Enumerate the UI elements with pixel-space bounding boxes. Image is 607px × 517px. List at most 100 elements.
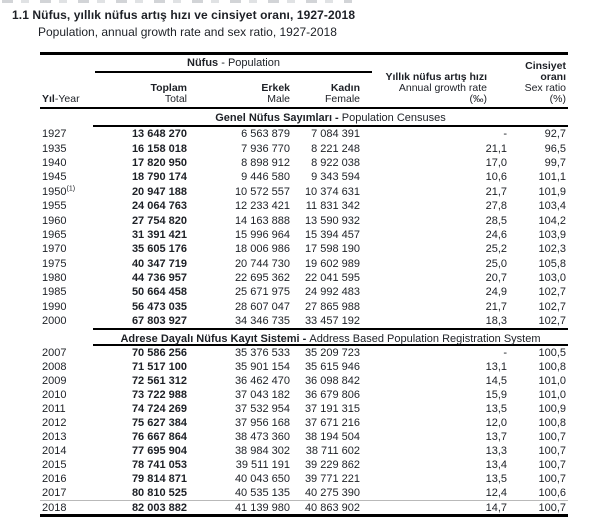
- male-cell: 15 996 964: [234, 228, 290, 241]
- table-row: 2016 79 814 871 40 043 650 39 771 221 13,5 10…: [40, 472, 568, 486]
- female-cell: 36 679 806: [304, 389, 360, 402]
- section-header-en: Address Based Population Registration Sy…: [309, 333, 541, 346]
- total-cell: 40 347 719: [131, 257, 187, 270]
- population-statistics-table: Nüfus - Population Yıl-Year Toplam Total…: [40, 52, 568, 517]
- male-cell: 40 043 650: [234, 473, 290, 486]
- total-cell: 70 586 256: [131, 347, 187, 360]
- growth-rate-cell: 12,0: [485, 417, 507, 430]
- total-cell: 35 605 176: [131, 243, 187, 256]
- growth-rate-cell: 12,4: [485, 487, 507, 500]
- population-group-header: Nüfus - Population: [95, 57, 372, 73]
- page-subtitle: Population, annual growth rate and sex r…: [38, 25, 337, 39]
- total-cell: 16 158 018: [131, 142, 187, 155]
- growth-rate-cell: 13,5: [485, 473, 507, 486]
- total-cell: 79 814 871: [131, 473, 187, 486]
- table-row: 1950(1) 20 947 188 10 572 557 10 374 631 21,…: [40, 185, 568, 199]
- male-cell: 37 043 182: [234, 389, 290, 402]
- group-header-tr: Nüfus: [187, 57, 219, 69]
- total-cell: 13 648 270: [131, 128, 187, 141]
- female-header-tr: Kadın: [330, 82, 360, 94]
- year-cell: 1955: [42, 200, 67, 213]
- growth-rate-cell: 17,0: [485, 156, 507, 169]
- column-header-sex-ratio: Cinsiyet oranı Sex ratio (%): [507, 61, 566, 105]
- male-cell: 39 511 191: [235, 459, 290, 472]
- male-cell: 38 473 360: [234, 431, 290, 444]
- female-cell: 37 671 216: [304, 417, 360, 430]
- female-cell: 7 084 391: [311, 128, 360, 141]
- sex-ratio-cell: 104,2: [538, 214, 566, 227]
- growth-header-unit: (‰): [469, 93, 488, 105]
- year-cell: 2009: [42, 375, 67, 388]
- table-row: 2007 70 586 256 35 376 533 35 209 723 - 100,5: [40, 346, 568, 360]
- total-cell: 18 790 174: [131, 171, 187, 184]
- female-cell: 24 992 483: [304, 286, 360, 299]
- total-cell: 24 064 763: [131, 200, 187, 213]
- total-cell: 27 754 820: [131, 214, 187, 227]
- growth-rate-cell: 27,8: [485, 200, 507, 213]
- table-row: 2015 78 741 053 39 511 191 39 229 862 13,4 10…: [40, 458, 568, 472]
- growth-header-en: Annual growth rate: [398, 82, 487, 94]
- female-cell: 22 041 595: [304, 272, 360, 285]
- sex-ratio-cell: 101,9: [538, 185, 566, 198]
- sex-ratio-cell: 100,5: [538, 347, 566, 360]
- female-cell: 39 229 862: [304, 459, 360, 472]
- male-cell: 20 744 730: [234, 257, 290, 270]
- table-row: 2008 71 517 100 35 901 154 35 615 946 13,1 10…: [40, 360, 568, 374]
- growth-header-tr: Yıllık nüfus artış hızı: [385, 71, 487, 83]
- table-row: 1980 44 736 957 22 695 362 22 041 595 20,7 10…: [40, 271, 568, 285]
- year-cell: 2018: [42, 501, 67, 514]
- year-cell: 1990: [42, 300, 67, 313]
- growth-rate-cell: 24,6: [485, 228, 507, 241]
- growth-rate-cell: -: [503, 128, 507, 141]
- female-cell: 11 831 342: [305, 200, 360, 213]
- table-row: 2009 72 561 312 36 462 470 36 098 842 14,5 10…: [40, 374, 568, 388]
- year-cell: 2010: [42, 389, 67, 402]
- total-cell: 44 736 957: [131, 272, 187, 285]
- growth-rate-cell: 20,7: [485, 272, 507, 285]
- year-cell: 1940: [42, 156, 67, 169]
- female-cell: 8 922 038: [311, 156, 360, 169]
- year-cell: 2007: [42, 347, 67, 360]
- year-cell: 1960: [42, 214, 67, 227]
- table-header: Nüfus - Population Yıl-Year Toplam Total…: [40, 55, 568, 109]
- total-cell: 20 947 188: [131, 185, 187, 198]
- section-header-tr: Adrese Dayalı Nüfus Kayıt Sistemi -: [120, 333, 310, 346]
- male-cell: 35 901 154: [234, 361, 290, 374]
- total-cell: 67 803 927: [131, 315, 187, 328]
- growth-rate-cell: 14,7: [485, 501, 507, 514]
- female-cell: 17 598 190: [304, 243, 360, 256]
- total-cell: 56 473 035: [131, 300, 187, 313]
- growth-rate-cell: 13,7: [485, 431, 507, 444]
- female-cell: 13 590 932: [304, 214, 360, 227]
- year-cell: 1935: [42, 142, 67, 155]
- sex-ratio-cell: 100,7: [538, 445, 566, 458]
- table-row: 1955 24 064 763 12 233 421 11 831 342 27,8 10…: [40, 199, 568, 213]
- total-cell: 78 741 053: [131, 459, 187, 472]
- female-cell: 10 374 631: [304, 185, 360, 198]
- year-cell: 1980: [42, 272, 67, 285]
- section-header-tr: Genel Nüfus Sayımları -: [215, 112, 342, 124]
- table-row: 2012 75 627 384 37 956 168 37 671 216 12,0 10…: [40, 416, 568, 430]
- male-cell: 22 695 362: [234, 272, 290, 285]
- sex-ratio-cell: 103,4: [538, 200, 566, 213]
- table-body: Genel Nüfus Sayımları - Population Censu…: [40, 109, 568, 514]
- total-cell: 77 695 904: [131, 445, 187, 458]
- growth-rate-cell: 28,5: [485, 214, 507, 227]
- total-cell: 73 722 988: [131, 389, 187, 402]
- column-header-year: Yıl-Year: [40, 94, 95, 105]
- total-cell: 75 627 384: [131, 417, 187, 430]
- column-header-row: Yıl-Year Toplam Total Erkek Male Kadın F…: [40, 61, 568, 107]
- growth-rate-cell: 21,7: [485, 300, 507, 313]
- female-cell: 19 602 989: [304, 257, 360, 270]
- table-row: 1940 17 820 950 8 898 912 8 922 038 17,0 99,7: [40, 156, 568, 170]
- female-header-en: Female: [324, 93, 360, 105]
- year-header-en: Year: [58, 93, 80, 105]
- male-cell: 37 532 954: [234, 403, 290, 416]
- sex-ratio-cell: 102,3: [538, 243, 566, 256]
- sex-ratio-cell: 100,7: [538, 473, 566, 486]
- year-cell: 2015: [42, 459, 67, 472]
- table-row: 2017 80 810 525 40 535 135 40 275 390 12,4 10…: [40, 486, 568, 500]
- table-section: Genel Nüfus Sayımları - Population Censu…: [40, 109, 568, 328]
- female-cell: 35 615 946: [304, 361, 360, 374]
- year-cell: 1927: [42, 128, 67, 141]
